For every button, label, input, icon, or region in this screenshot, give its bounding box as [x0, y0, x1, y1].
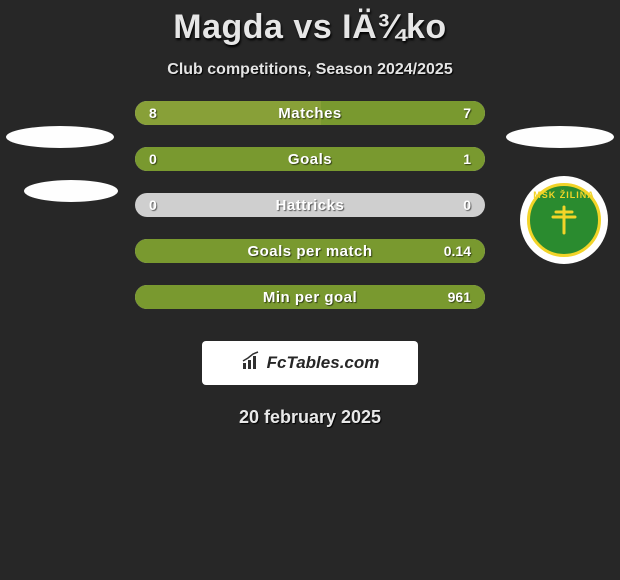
stat-value-right: 0 [463, 193, 471, 217]
fctables-badge: FcTables.com [202, 341, 418, 385]
stat-label: Min per goal [135, 285, 485, 309]
stat-row: Matches8 7 [135, 101, 485, 125]
stat-label: Goals per match [135, 239, 485, 263]
stat-label: Hattricks [135, 193, 485, 217]
stat-value-left: 0 [149, 193, 157, 217]
stat-value-left: 0 [149, 147, 157, 171]
page-title: Magda vs IÄ¾ko [173, 8, 446, 47]
team-right-badge: MŠK ŽILINA [520, 176, 608, 264]
stat-row: Min per goal961 [135, 285, 485, 309]
stat-label: Matches [135, 101, 485, 125]
chart-icon [241, 351, 261, 376]
fctables-label: FcTables.com [267, 353, 380, 373]
stat-row: Hattricks0 0 [135, 193, 485, 217]
stat-value-right: 7 [463, 101, 471, 125]
team-right-logo-placeholder [506, 126, 614, 148]
stat-value-right: 961 [448, 285, 471, 309]
stat-value-right: 0.14 [444, 239, 471, 263]
stat-label: Goals [135, 147, 485, 171]
stat-row: Goals0 1 [135, 147, 485, 171]
team-right-badge-icon [547, 203, 581, 243]
subtitle: Club competitions, Season 2024/2025 [167, 61, 452, 79]
stat-value-left: 8 [149, 101, 157, 125]
stat-value-right: 1 [463, 147, 471, 171]
stat-row: Goals per match0.14 [135, 239, 485, 263]
date-label: 20 february 2025 [239, 407, 381, 428]
team-right-badge-text: MŠK ŽILINA [533, 190, 595, 200]
team-left-logo-placeholder-1 [6, 126, 114, 148]
stats-list: Matches87Goals01Hattricks00Goals per mat… [135, 101, 485, 331]
team-left-logo-placeholder-2 [24, 180, 118, 202]
